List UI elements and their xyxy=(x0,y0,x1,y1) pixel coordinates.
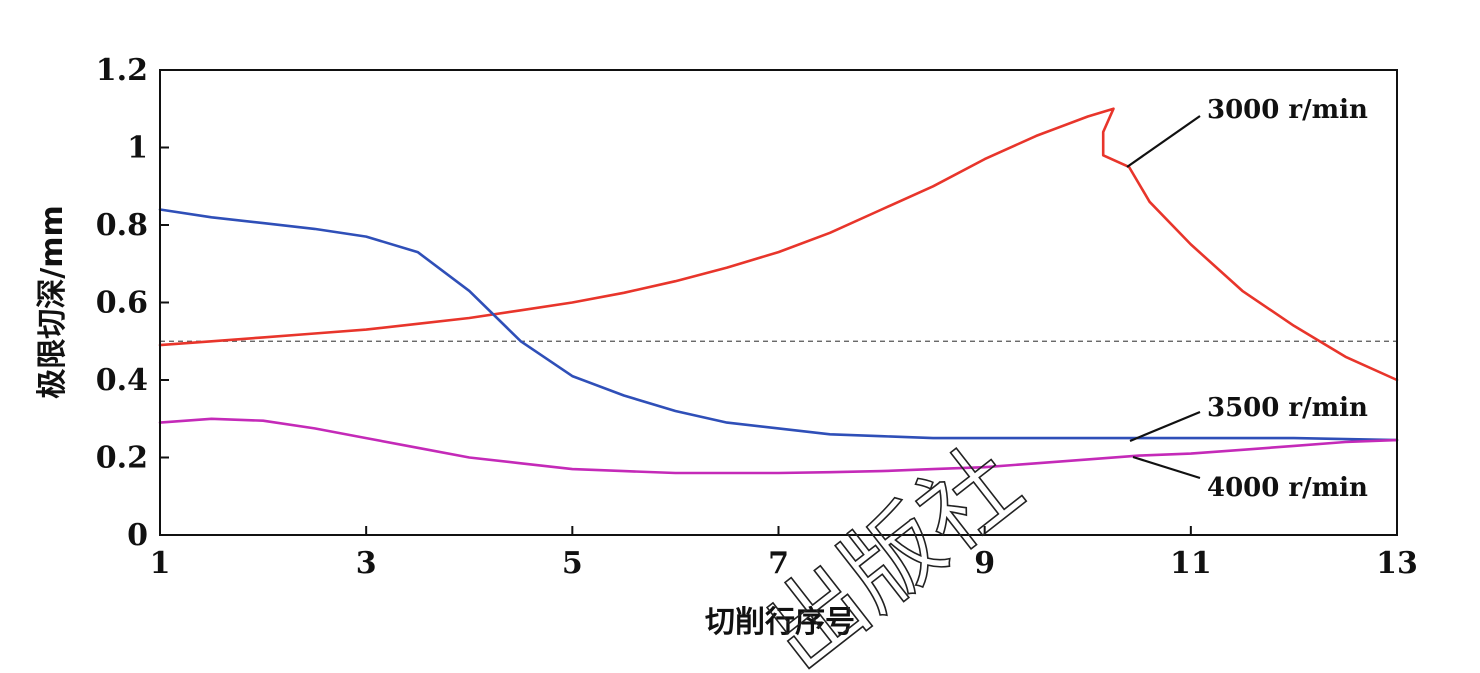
annotation-leader-2 xyxy=(1132,455,1201,480)
x-tick-label: 9 xyxy=(974,546,995,581)
series-annotation-0: 3000 r/min xyxy=(1207,95,1368,125)
x-tick-label: 13 xyxy=(1376,546,1418,581)
series-annotation-1: 3500 r/min xyxy=(1207,393,1368,423)
annotation-leader-0 xyxy=(1126,115,1201,168)
y-tick-label: 0.6 xyxy=(96,286,148,321)
y-tick-label: 0 xyxy=(127,518,148,553)
x-tick-label: 5 xyxy=(562,546,583,581)
y-tick-label: 0.4 xyxy=(96,363,148,398)
y-tick-label: 1.2 xyxy=(96,53,148,88)
y-tick-label: 0.2 xyxy=(96,441,148,476)
x-tick-label: 11 xyxy=(1170,546,1212,581)
watermark: 出版社 xyxy=(745,426,1041,673)
series-annotation-2: 4000 r/min xyxy=(1207,473,1368,503)
plot-frame xyxy=(159,69,1398,536)
x-tick-label: 7 xyxy=(768,546,789,581)
ticks-layer xyxy=(159,69,1398,536)
series-line-0 xyxy=(158,107,1399,382)
x-tick-label: 1 xyxy=(150,546,171,581)
x-axis-title: 切削行序号 xyxy=(705,605,855,640)
y-tick-label: 0.8 xyxy=(96,208,148,243)
series-layer xyxy=(158,107,1399,475)
series-line-2 xyxy=(158,417,1399,475)
x-tick-label: 3 xyxy=(356,546,377,581)
y-tick-label: 1 xyxy=(127,131,148,166)
annotation-leader-1 xyxy=(1129,410,1201,443)
series-line-1 xyxy=(158,208,1399,442)
y-axis-title: 极限切深/mm xyxy=(35,205,70,398)
